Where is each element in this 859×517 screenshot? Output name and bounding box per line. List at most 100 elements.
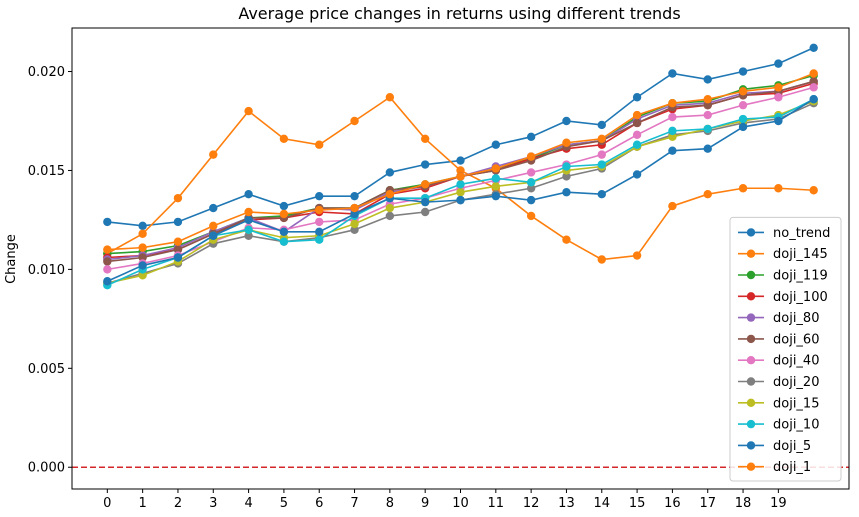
data-point-doji_1-17: [703, 95, 712, 104]
legend-box: [729, 216, 842, 482]
data-point-doji_1-19: [774, 83, 783, 92]
legend-marker-doji_40: [746, 356, 756, 365]
data-point-doji_20-4: [244, 231, 253, 240]
data-point-doji_40-19: [774, 93, 783, 102]
data-point-no_trend-6: [315, 191, 324, 201]
data-point-doji_20-12: [526, 184, 536, 193]
data-point-doji_20-7: [350, 225, 359, 235]
data-point-no_trend-16: [668, 69, 677, 78]
x-tick-label-5: 5: [280, 496, 288, 511]
data-point-no_trend-5: [279, 201, 289, 211]
data-point-doji_60-1: [138, 253, 147, 262]
data-point-doji_5-6: [315, 227, 324, 236]
x-tick-label-9: 9: [421, 496, 429, 511]
data-point-doji_5-5: [279, 227, 289, 236]
legend-label-doji_15: doji_15: [773, 396, 819, 411]
data-point-doji_5-15: [632, 170, 642, 179]
plot-area: [72, 43, 849, 468]
data-point-doji_15-10: [456, 188, 465, 197]
data-point-doji_145-8: [385, 93, 395, 102]
data-point-doji_5-7: [350, 209, 359, 219]
data-point-no_trend-7: [350, 191, 359, 201]
data-point-doji_1-20: [809, 69, 818, 78]
y-axis-label: Change: [4, 234, 19, 284]
data-point-doji_15-8: [385, 203, 395, 213]
data-point-doji_40-15: [632, 130, 642, 140]
data-point-doji_10-18: [738, 114, 748, 124]
data-point-doji_20-8: [385, 211, 395, 221]
data-point-no_trend-9: [420, 160, 430, 169]
data-point-doji_145-19: [774, 184, 783, 193]
data-point-doji_1-0: [103, 245, 112, 254]
data-point-doji_145-16: [668, 201, 677, 211]
x-tick-label-0: 0: [103, 496, 111, 511]
data-point-doji_40-0: [103, 265, 112, 274]
data-point-doji_15-16: [668, 132, 677, 142]
data-point-doji_5-11: [491, 191, 501, 201]
data-point-doji_145-1: [138, 229, 147, 238]
data-point-doji_1-15: [632, 110, 642, 120]
data-point-no_trend-17: [703, 75, 712, 84]
legend-label-no_trend: no_trend: [773, 226, 830, 241]
data-point-doji_60-2: [173, 245, 183, 254]
data-point-doji_1-12: [526, 152, 536, 161]
legend-entry-doji_80: doji_80: [738, 311, 819, 326]
data-point-doji_10-13: [562, 162, 571, 171]
data-point-no_trend-2: [173, 217, 183, 227]
series-no_trend: [103, 43, 818, 231]
x-tick-label-1: 1: [138, 496, 146, 511]
x-tick-label-13: 13: [558, 496, 575, 511]
data-point-no_trend-11: [491, 140, 501, 149]
data-point-doji_1-9: [420, 180, 430, 189]
data-point-doji_5-4: [244, 215, 253, 225]
data-point-no_trend-4: [244, 189, 253, 199]
data-point-doji_5-3: [209, 231, 218, 240]
data-point-doji_145-7: [350, 116, 359, 126]
data-point-doji_1-5: [279, 209, 289, 219]
data-point-doji_10-11: [491, 174, 501, 183]
data-point-no_trend-18: [738, 67, 748, 76]
legend-marker-doji_10: [746, 419, 756, 429]
data-point-doji_145-13: [562, 235, 571, 244]
data-point-doji_40-6: [315, 217, 324, 227]
data-point-doji_60-20: [809, 77, 818, 86]
x-tick-label-18: 18: [735, 496, 752, 511]
data-point-doji_1-3: [209, 221, 218, 231]
data-point-doji_1-8: [385, 189, 395, 199]
legend-label-doji_40: doji_40: [773, 354, 819, 369]
legend-marker-no_trend: [746, 228, 756, 237]
data-point-doji_5-16: [668, 146, 677, 155]
data-point-doji_145-17: [703, 189, 712, 199]
data-point-doji_1-4: [244, 207, 253, 217]
data-point-doji_5-14: [597, 189, 606, 199]
legend-label-doji_145: doji_145: [773, 247, 828, 262]
legend-marker-doji_5: [746, 441, 756, 450]
legend-entry-doji_20: doji_20: [738, 375, 819, 390]
data-point-no_trend-19: [774, 59, 783, 68]
x-tick-label-8: 8: [386, 496, 394, 511]
data-point-no_trend-14: [597, 120, 606, 130]
data-point-doji_5-2: [173, 253, 183, 262]
data-point-doji_145-12: [526, 211, 536, 221]
data-point-doji_1-1: [138, 243, 147, 252]
data-point-doji_10-4: [244, 225, 253, 235]
data-point-doji_145-14: [597, 255, 606, 264]
data-point-no_trend-3: [209, 203, 218, 213]
y-tick-label-0.010: 0.010: [28, 263, 65, 278]
data-point-doji_145-2: [173, 193, 183, 203]
legend-entry-doji_119: doji_119: [738, 269, 828, 284]
data-point-doji_5-17: [703, 144, 712, 153]
data-point-doji_145-5: [279, 134, 289, 143]
x-tick-label-15: 15: [629, 496, 646, 511]
data-point-doji_15-11: [491, 182, 501, 191]
data-point-doji_5-0: [103, 277, 112, 286]
data-point-doji_60-17: [703, 100, 712, 110]
axes: 0 1 2 3 4 5 6 7 8 9 10 11 12 13 14 15 16 17 18 190.0000.005…: [28, 27, 850, 511]
data-point-doji_5-12: [526, 195, 536, 205]
legend-entry-doji_40: doji_40: [738, 354, 819, 369]
y-tick-label-0.020: 0.020: [28, 65, 65, 80]
data-point-doji_5-10: [456, 195, 465, 205]
data-point-no_trend-10: [456, 156, 465, 165]
x-tick-label-14: 14: [593, 496, 610, 511]
